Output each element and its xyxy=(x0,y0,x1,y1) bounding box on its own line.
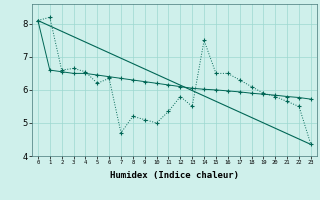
X-axis label: Humidex (Indice chaleur): Humidex (Indice chaleur) xyxy=(110,171,239,180)
